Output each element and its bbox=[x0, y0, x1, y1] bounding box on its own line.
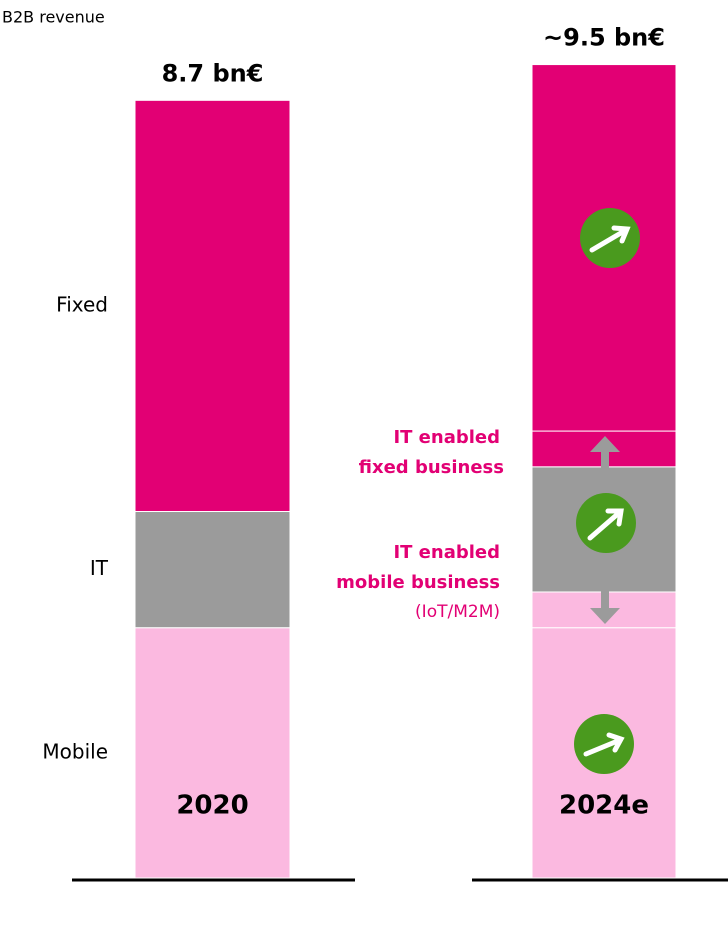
chart-title: B2B revenue bbox=[2, 8, 105, 27]
legend-label: IT bbox=[90, 556, 109, 580]
legend-label: Fixed bbox=[56, 292, 108, 316]
bar-segment bbox=[134, 627, 291, 879]
annotation: IT enabled bbox=[393, 427, 500, 448]
bar-segment bbox=[134, 99, 291, 513]
growth-icon bbox=[574, 714, 634, 774]
x-tick-label: 2020 bbox=[176, 791, 248, 821]
arrow-head bbox=[590, 608, 620, 624]
growth-icon bbox=[576, 493, 636, 553]
annotation: (IoT/M2M) bbox=[415, 602, 500, 622]
growth-icon bbox=[580, 208, 640, 268]
x-tick-label: 2024e bbox=[559, 791, 649, 821]
total-label: ~9.5 bn€ bbox=[543, 24, 665, 52]
arrow-head bbox=[590, 436, 620, 452]
annotation: mobile business bbox=[336, 572, 500, 593]
annotation: IT enabled bbox=[393, 542, 500, 563]
legend-label: Mobile bbox=[42, 739, 108, 763]
total-label: 8.7 bn€ bbox=[162, 59, 264, 87]
decorations bbox=[574, 208, 640, 774]
bar-segment bbox=[134, 511, 291, 629]
annotation: fixed business bbox=[359, 457, 504, 478]
